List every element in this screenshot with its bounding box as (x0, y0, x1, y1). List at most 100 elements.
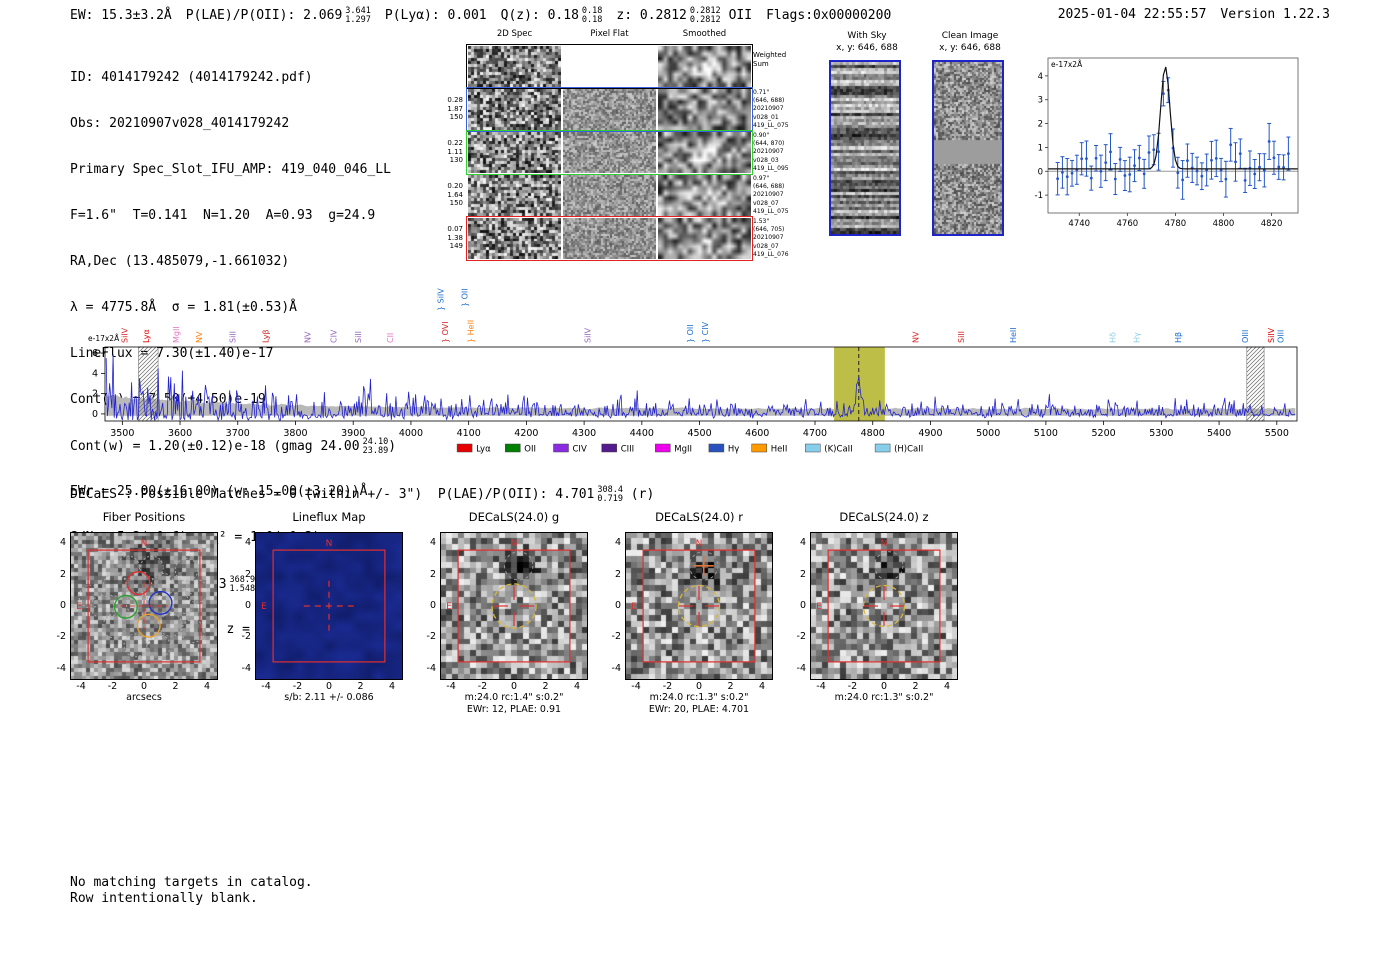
decals-24-0-g-canvas (440, 532, 588, 680)
emission-line-label: Hβ (1174, 332, 1183, 343)
spec2d-row-meta: 0.90" (644, 870) 20210907 v028_03 419_LL_095 (753, 132, 799, 173)
fiber-circle (116, 555, 141, 580)
cutout-xtick: 4 (388, 681, 395, 692)
spec2d-stat: 0.20 (447, 182, 463, 190)
decals-text: DECaLS : Possible Matches = 0 (within +/… (70, 486, 595, 502)
spec2d-spec-row2 (468, 132, 561, 173)
spec2d-row-stats: 0.07 1.38 149 (436, 225, 463, 251)
y-tick-label: 2 (92, 389, 98, 400)
spec2d-meta-line: Sum (753, 59, 769, 68)
data-point (1277, 165, 1281, 169)
aperture-circle (491, 583, 537, 629)
x-tick-label: 5000 (976, 428, 1000, 439)
x-tick-label: 4760 (1117, 219, 1139, 229)
x-tick-label: 4100 (457, 428, 481, 439)
emission-line-label: NV (304, 331, 313, 343)
x-tick-label: 5500 (1265, 428, 1289, 439)
plae-frac: 368.9 1.548 (230, 576, 256, 594)
legend-swatch (601, 443, 617, 453)
emission-line-label: Lyα (142, 329, 151, 343)
cutout-xtick: 2 (357, 681, 364, 692)
header-z-frac: 0.2812 0.2812 (690, 7, 721, 25)
data-point (1123, 174, 1127, 177)
spec2d-meta-line: 419_LL_076 (753, 250, 789, 258)
data-point (1080, 157, 1084, 161)
emission-line-label: SiII (354, 331, 363, 343)
spec2d-meta-line: Weighted (753, 51, 787, 59)
spec2d-flat-row1 (563, 89, 656, 130)
header-plae-frac: 3.641 1.297 (345, 7, 371, 25)
zoom-ylabel: e-17x2Å (1051, 60, 1083, 69)
emission-line-label: Hδ (1108, 332, 1117, 343)
fiber-circle-highlight (136, 613, 161, 638)
spec2d-smooth-row2 (658, 132, 751, 173)
data-point (1056, 177, 1060, 181)
cutout-xtick: 0 (325, 681, 333, 692)
fiber-circle (147, 634, 171, 658)
cutout-ytick: -2 (796, 631, 806, 643)
legend-label: Lyα (476, 445, 491, 455)
legend-label: MgII (674, 445, 692, 455)
spec2d-stat: 130 (449, 156, 463, 164)
emission-line-label: OIII (1241, 330, 1250, 343)
image-frame (440, 532, 588, 680)
spec2d-row-stats: 0.20 1.64 150 (436, 182, 463, 208)
neighbor-source-circle (504, 551, 534, 581)
data-point (1258, 165, 1261, 169)
info-radec: RA,Dec (13.485079,-1.661032) (70, 254, 290, 269)
y-tick-label: 6 (92, 348, 98, 359)
data-point (1157, 150, 1160, 154)
cutout-ytick: -4 (56, 662, 66, 674)
y-tick-label: 0 (1038, 167, 1043, 177)
decals-24-0-r-canvas (625, 532, 773, 680)
data-point (1224, 177, 1228, 181)
x-tick-label: 5400 (1207, 428, 1231, 439)
emission-line-label: SiII (957, 331, 966, 343)
spec2d-stat: 150 (449, 113, 463, 121)
spec2d-meta-line: v028_03 (753, 156, 779, 164)
cutout-overlay: NE (625, 532, 773, 680)
spec2d-smooth-row1 (658, 89, 751, 130)
footer-line-1: No matching targets in catalog. (70, 875, 313, 890)
cutout-title-decals-g: DECaLS(24.0) g (468, 510, 560, 524)
emission-line-label: } OII (686, 324, 695, 343)
north-label: N (881, 539, 888, 549)
error-band (106, 395, 1296, 416)
east-label: E (816, 602, 822, 612)
fiber-circle (158, 613, 183, 637)
spec2d-meta-line: 0.71" (753, 89, 770, 96)
fiber-circle (90, 594, 115, 619)
header-qz-frac: 0.18 0.18 (582, 7, 602, 25)
frac-bottom: 1.548 (229, 583, 256, 594)
header-meta: 2025-01-04 22:55:57 Version 1.22.3 (1058, 7, 1330, 22)
info-id: ID: 4014179242 (4014179242.pdf) (70, 70, 313, 85)
legend-swatch (751, 443, 767, 453)
frac-top: 368.9 (229, 575, 256, 585)
cutout-ytick: 4 (59, 537, 66, 549)
cutout-ytick: 2 (614, 568, 621, 580)
data-point (1181, 178, 1185, 182)
cutout-xtick: 4 (203, 681, 210, 692)
frac-top: 3.641 (345, 6, 371, 16)
fiber-circle (140, 555, 164, 580)
cutout-ytick: 0 (244, 600, 251, 611)
data-point (1128, 173, 1132, 176)
info-ewr: EWr = 25.00(±16.00) (w: 15.00(±3.20))Å (70, 484, 368, 499)
x-tick-label: 4820 (1261, 219, 1283, 229)
cutout-ytick: -2 (56, 631, 66, 643)
clean-image-coords: x, y: 646, 688 (939, 43, 1001, 53)
extraction-box (642, 549, 756, 663)
fiber-positions-canvas (70, 532, 218, 680)
cutout-xtick: -4 (816, 681, 826, 692)
x-tick-label: 4700 (803, 428, 827, 439)
data-point (1147, 151, 1151, 154)
cutout-title-fiber-positions: Fiber Positions (102, 510, 186, 524)
data-point (1152, 148, 1156, 152)
plot-frame (1047, 57, 1299, 214)
east-label: E (631, 602, 637, 612)
spec2d-row-stats: 0.22 1.11 130 (436, 139, 463, 165)
cont-w-frac: 24.10 23.89 (363, 438, 389, 456)
x-tick-label: 4500 (687, 428, 711, 439)
